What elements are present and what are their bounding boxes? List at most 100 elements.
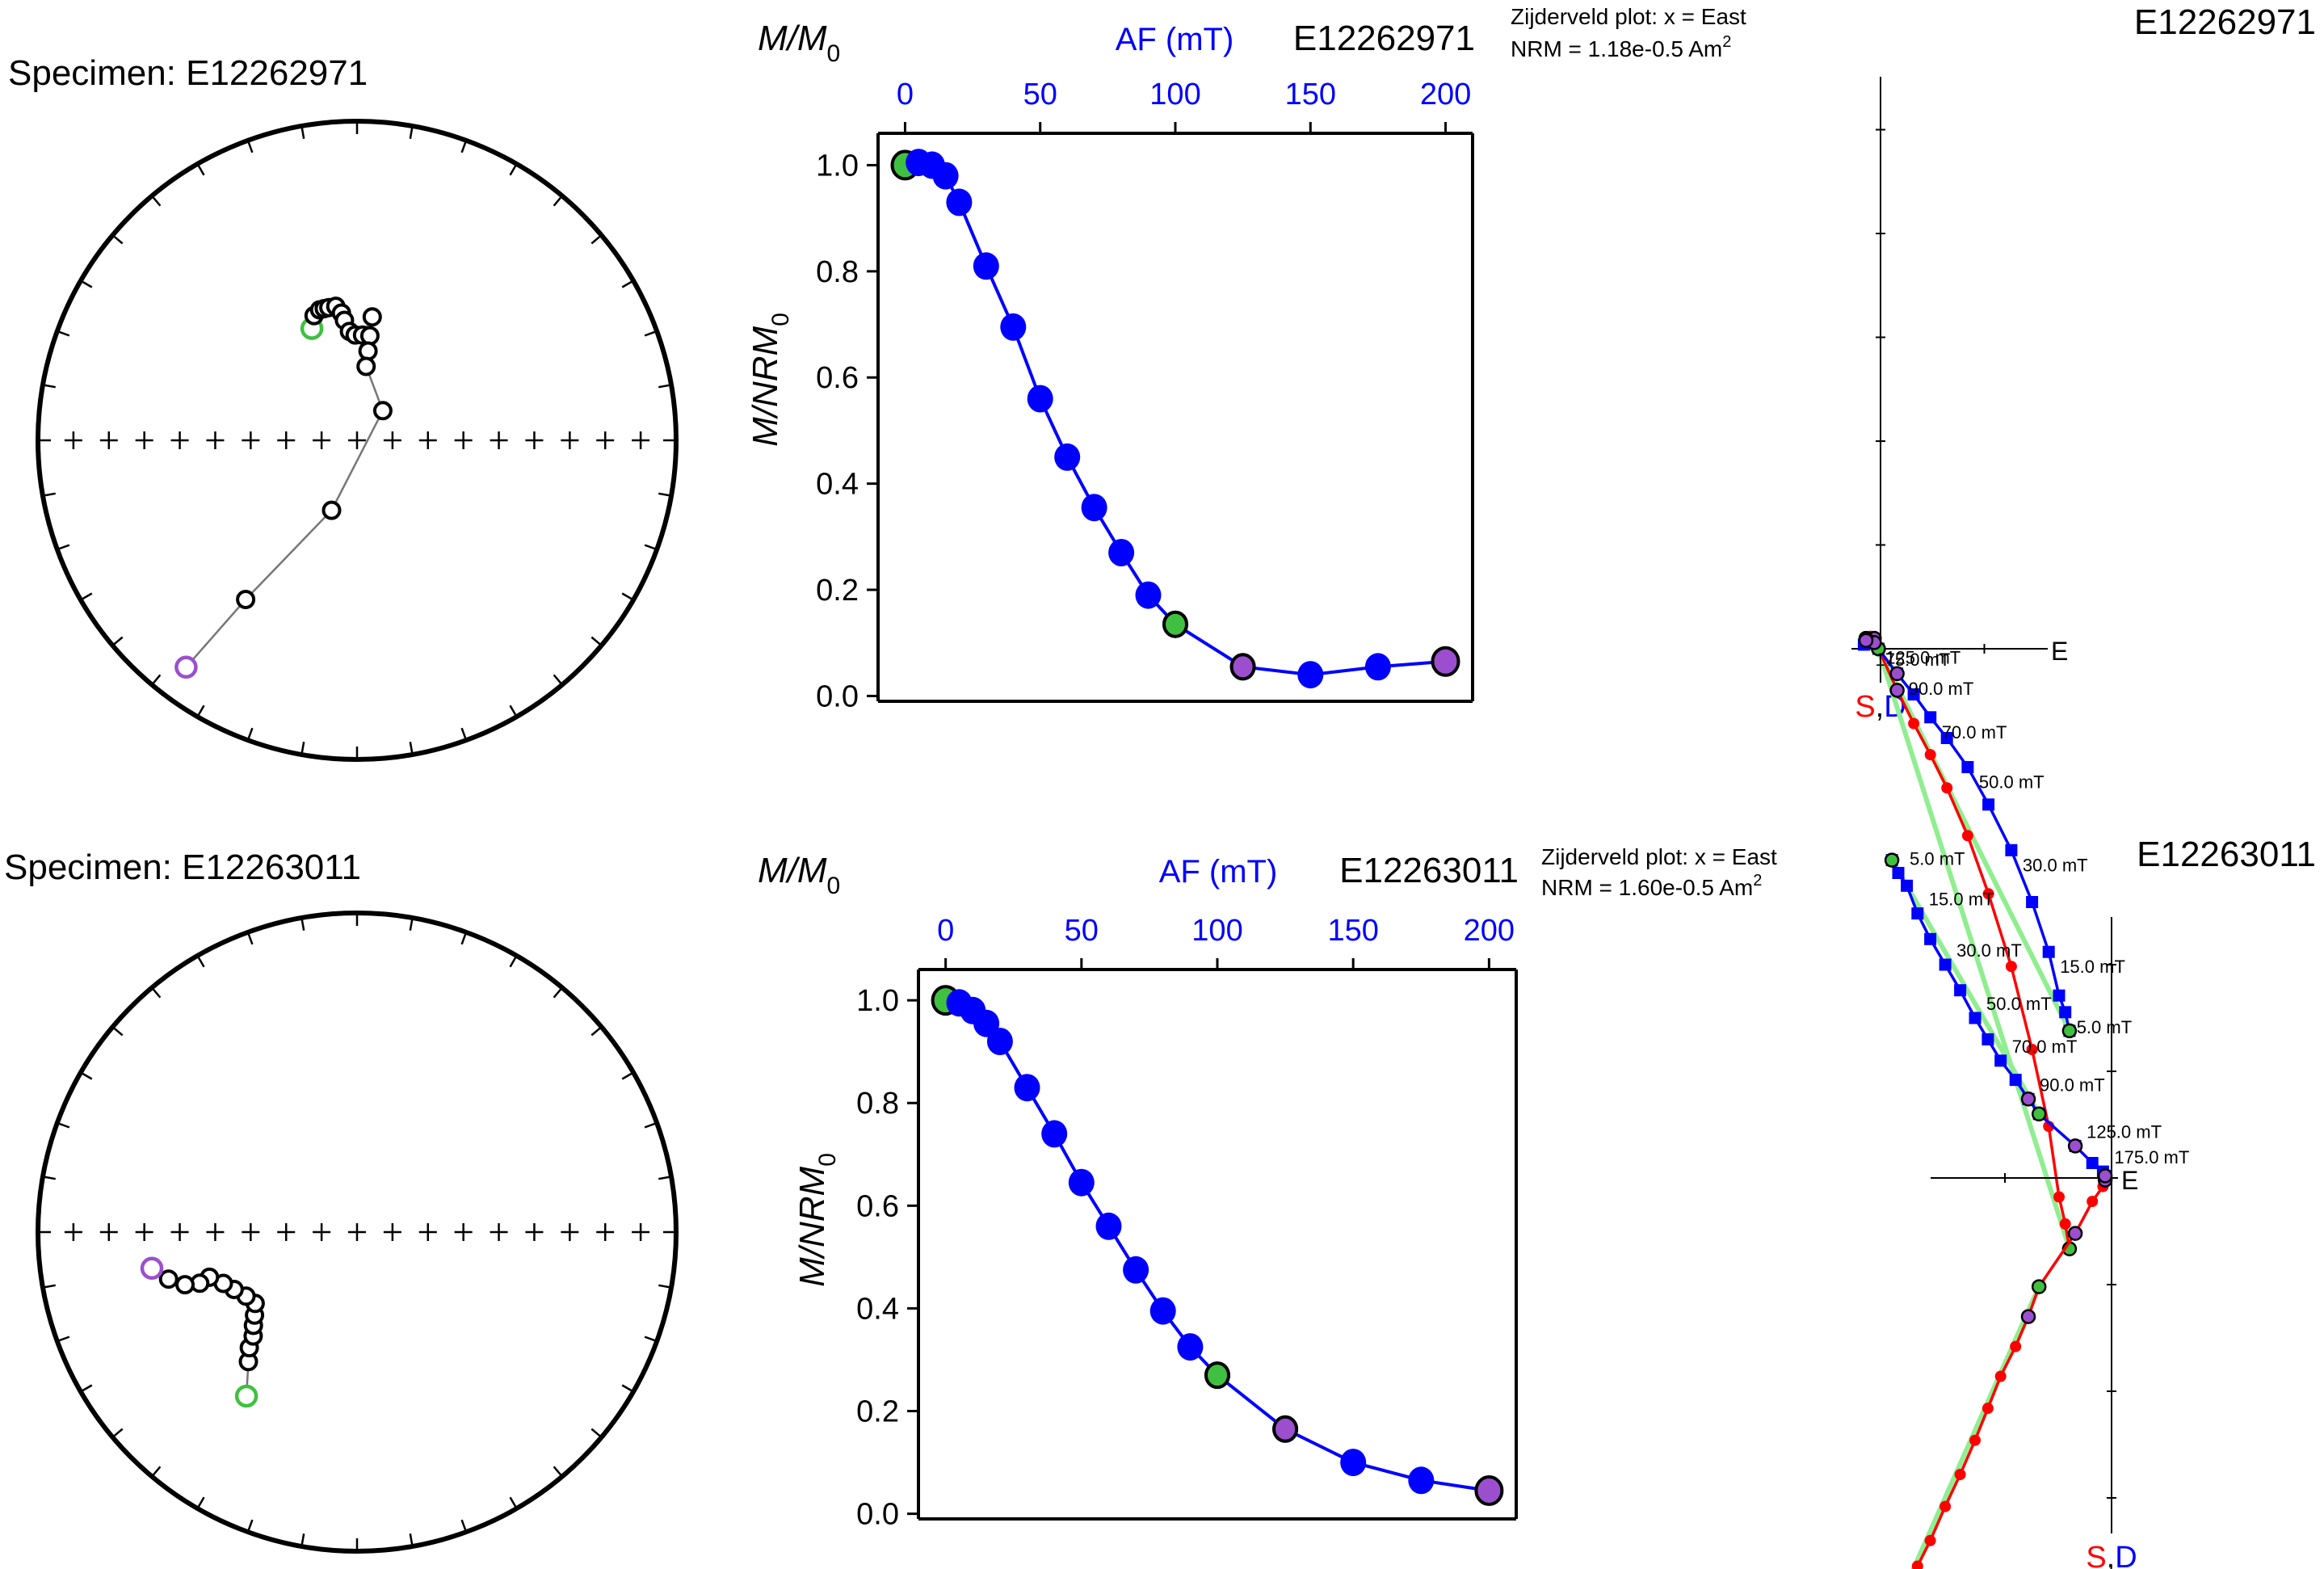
stereonet-rim-tick [658, 1284, 672, 1289]
demag-data-point [1135, 581, 1162, 609]
zijderveld-step-label: 125.0 mT [1885, 647, 1960, 667]
zijderveld-step-label: 50.0 mT [1986, 994, 2052, 1014]
stereonet-direction-point [158, 1269, 179, 1289]
stereonet-rim-tick [300, 917, 305, 931]
zijderveld-horizontal-point [1924, 749, 1936, 761]
zijderveld-vertical-point [2026, 896, 2039, 908]
stereonet-panel-1: Specimen: E12262971 [8, 53, 679, 762]
zijderveld-vertical-point [1982, 798, 1995, 811]
stereonet-rim-tick [553, 1466, 563, 1478]
zijderveld-horizontal-point [1911, 1560, 1923, 1569]
stereonet-crosshair [38, 121, 676, 759]
zijderveld-horizontal-point [1939, 1500, 1952, 1512]
stereonet-rim-tick [57, 330, 70, 337]
zijderveld-horizontal-point [1908, 717, 1920, 730]
demag-y-axis-label: M/NRM0 [746, 313, 794, 447]
zijderveld-horizontal-fit [1876, 648, 2072, 1250]
demag-y-tick-label: 0.4 [816, 468, 859, 502]
demag-data-point [946, 188, 973, 217]
stereonet-direction-point [140, 1256, 164, 1281]
zijderveld-last-step-marker [2020, 1092, 2036, 1107]
zijderveld-step-label: 5.0 mT [1910, 849, 1965, 869]
stereonet-rim-tick [57, 1336, 70, 1343]
stereonet-rim-tick [111, 636, 124, 646]
demag-side-label: M/M0 [758, 851, 840, 899]
zijderveld-vertical-point [1907, 688, 1920, 700]
demag-y-tick-label: 1.0 [816, 149, 859, 183]
demag-x-tick-label: 200 [1420, 78, 1471, 111]
stereonet-rim-tick [553, 195, 563, 207]
stereonet-title: Specimen: E12263011 [4, 848, 361, 887]
zijderveld-vertical-point [2059, 1006, 2072, 1019]
zijderveld-horizontal-point [1994, 1370, 2007, 1382]
stereonet-rim-tick [509, 163, 518, 176]
demag-y-tick-label: 0.0 [816, 679, 859, 713]
stereonet-rim-tick [196, 1496, 205, 1509]
stereonet-rim-tick [409, 125, 414, 139]
zijderveld-horizontal-point [2005, 961, 2017, 973]
stereonet-direction-point [236, 590, 256, 609]
zijderveld-last-step-marker [2097, 1168, 2113, 1184]
zijderveld-last-step-marker [1858, 633, 1874, 648]
zijderveld-caption-line1: Zijderveld plot: x = East [1511, 4, 1746, 29]
demag-data-point [1431, 646, 1460, 677]
zijderveld-vertical-point [1940, 732, 1953, 744]
zijderveld-horizontal-point [2026, 1044, 2038, 1055]
demag-series-line [945, 999, 1490, 1492]
zijderveld-step-label: 175.0 mT [1875, 650, 1950, 670]
demag-title: E12262971 [1293, 19, 1475, 58]
demag-y-tick-label: 0.6 [816, 361, 859, 395]
zijderveld-vertical-point [2009, 1074, 2022, 1087]
zijderveld-panel-1: Zijderveld plot: x = East NRM = 1.18e-0.… [1511, 2, 2316, 1256]
demag-x-tick-label: 100 [1191, 914, 1242, 948]
zijderveld-vertical-point [1939, 958, 1952, 971]
stereonet-rim-tick [246, 140, 254, 154]
demag-x-axis-label: AF (mT) [1116, 22, 1234, 57]
demag-series-line [905, 161, 1446, 677]
demag-x-tick-label: 200 [1464, 914, 1515, 948]
demag-y-axis-label: M/NRM0 [792, 1153, 841, 1287]
zijderveld-south-down-label: S,D [2086, 1541, 2137, 1569]
zijderveld-horizontal-point [1954, 1469, 1966, 1480]
zijderveld-title: E12262971 [2134, 2, 2316, 42]
zijderveld-step-label: 175.0 mT [2114, 1147, 2189, 1167]
stereonet-rim-tick [590, 636, 603, 646]
stereonet-rim-tick [409, 742, 414, 755]
zijderveld-step-label: 5.0 mT [2077, 1017, 2132, 1037]
demag-data-point [1474, 1475, 1504, 1506]
zijderveld-step-label: 15.0 mT [2060, 957, 2125, 977]
zijderveld-step-label: 15.0 mT [1929, 890, 1994, 910]
stereonet-rim-tick [42, 384, 56, 389]
demag-y-tick-label: 0.0 [856, 1498, 899, 1532]
demag-data-point [1123, 1256, 1149, 1284]
demag-y-tick-label: 0.6 [856, 1189, 899, 1223]
zijderveld-first-step-marker [2031, 1106, 2047, 1122]
stereonet-rim-tick [621, 592, 634, 601]
stereonet-rim-tick [590, 1428, 603, 1438]
stereonet-rim-tick [460, 140, 468, 154]
stereonet-rim-tick [111, 1428, 124, 1438]
demag-x-tick-label: 0 [937, 914, 954, 948]
stereonet-rim-tick [509, 955, 518, 968]
zijderveld-step-label: 30.0 mT [2023, 855, 2088, 875]
stereonet-rim-tick [246, 1519, 254, 1533]
stereonet-directions [140, 1256, 265, 1408]
zijderveld-vertical-point [2005, 843, 2018, 856]
demag-y-tick-label: 0.4 [856, 1292, 899, 1326]
stereonet-rim-tick [57, 544, 70, 551]
stereonet-rim-tick [460, 932, 468, 945]
demag-data-point [973, 252, 999, 280]
stereonet-direction-point [359, 326, 380, 346]
zijderveld-vertical-point [2053, 989, 2066, 1002]
zijderveld-first-step-marker [2031, 1279, 2047, 1294]
zijderveld-horizontal-point [1969, 1434, 1981, 1446]
zijderveld-step-label: 70.0 mT [2012, 1037, 2078, 1057]
stereonet-direction-point [358, 341, 378, 361]
zijderveld-horizontal-point [2087, 1196, 2099, 1207]
stereonet-direction-point [356, 356, 376, 376]
zijderveld-vertical-point [1961, 761, 1974, 773]
demag-data-point [1108, 539, 1135, 566]
zijderveld-last-step-marker [2067, 1226, 2083, 1241]
